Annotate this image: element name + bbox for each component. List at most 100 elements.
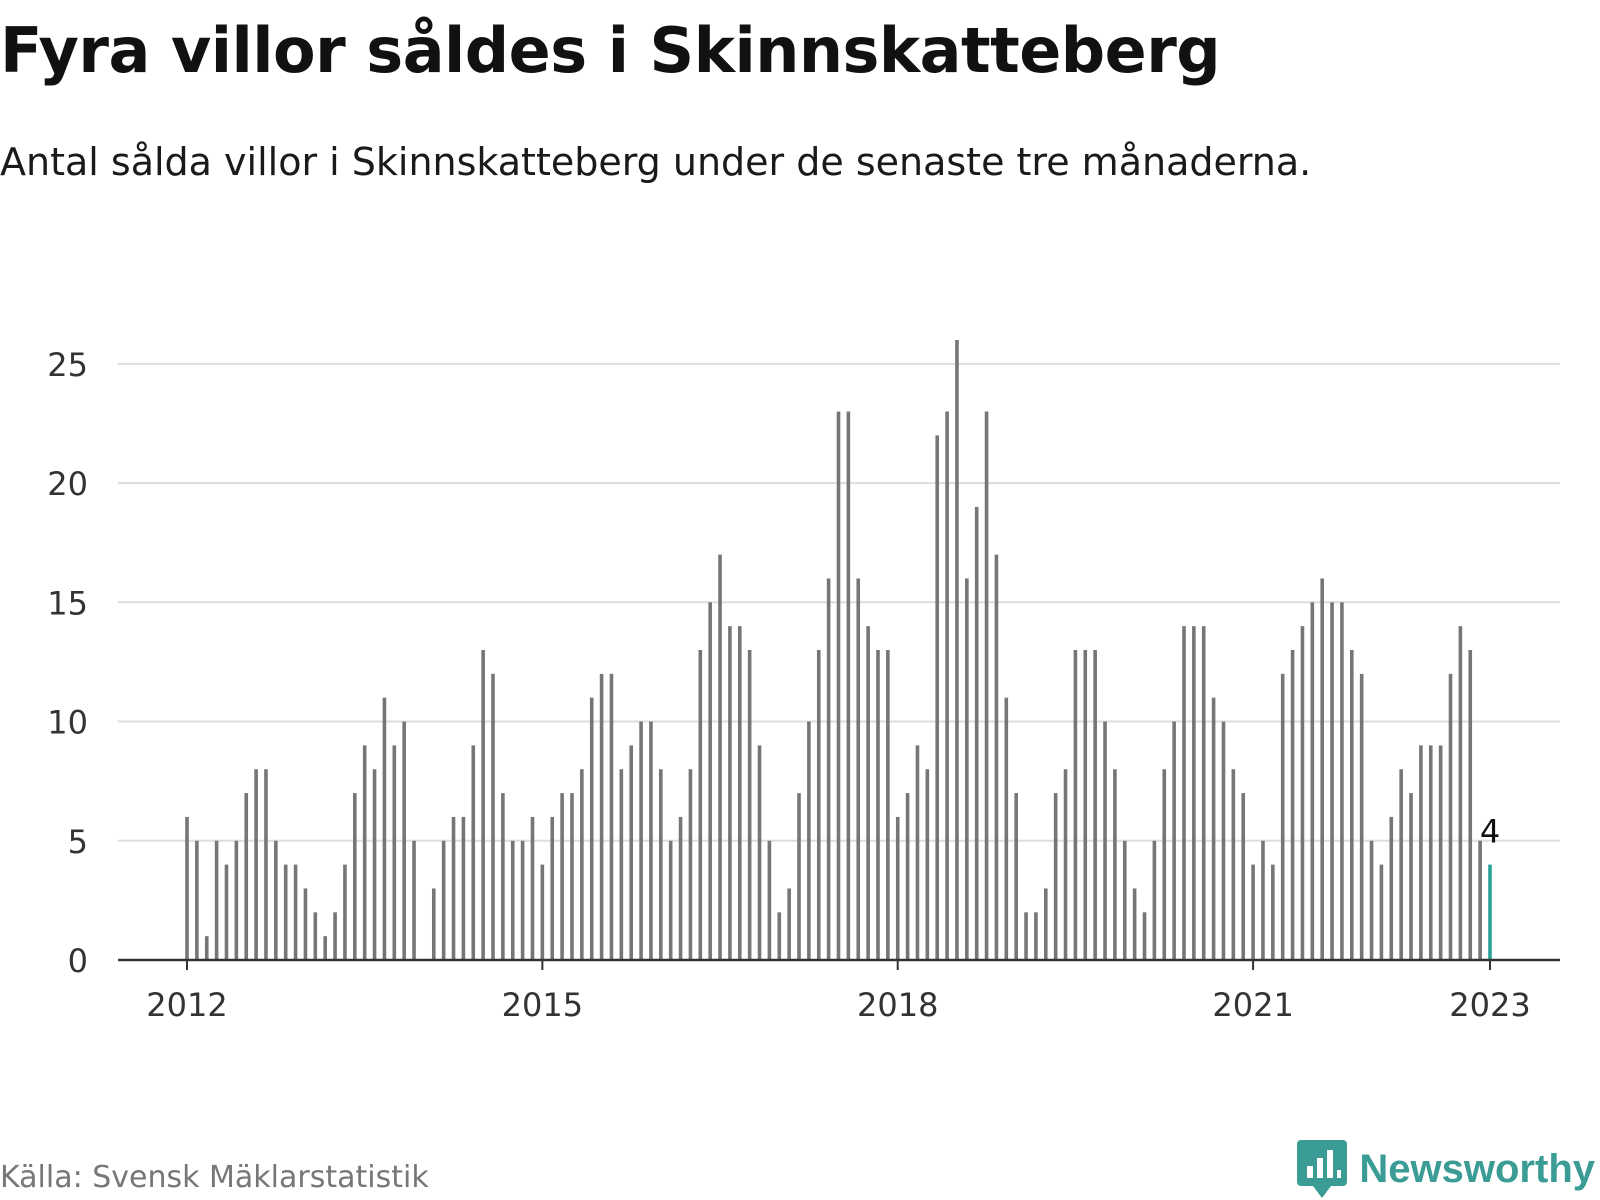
bar — [274, 840, 278, 960]
bar — [1399, 769, 1403, 960]
bar — [1073, 650, 1078, 960]
bar — [688, 769, 693, 960]
bar — [698, 650, 703, 960]
bar — [708, 602, 712, 960]
bar — [1468, 650, 1473, 960]
bar — [1172, 721, 1176, 960]
bar — [303, 888, 308, 960]
bar — [639, 721, 643, 960]
bar — [214, 840, 219, 960]
bar-chart: 0 5 10 15 20 25 2012 2015 2018 2021 2023 4 — [47, 340, 1560, 1024]
bar — [1320, 578, 1324, 960]
bar — [560, 793, 564, 960]
bar — [589, 697, 594, 960]
bar — [1280, 673, 1285, 960]
bar — [1024, 912, 1028, 960]
bar — [1369, 840, 1374, 960]
bar — [935, 435, 940, 960]
bar — [984, 411, 989, 960]
bar — [678, 816, 683, 960]
bar — [1478, 840, 1482, 960]
bar — [1448, 673, 1453, 960]
bar — [1419, 745, 1423, 960]
bar — [895, 816, 900, 960]
bar — [797, 793, 801, 960]
bar — [1063, 769, 1068, 960]
bar — [1428, 745, 1433, 960]
bar — [856, 578, 861, 960]
bar — [1438, 745, 1443, 960]
bar — [510, 840, 515, 960]
bar — [333, 912, 337, 960]
bar — [1053, 793, 1058, 960]
bar — [372, 769, 377, 960]
bar — [540, 864, 545, 960]
bar — [441, 840, 446, 960]
bar — [866, 626, 870, 960]
bar — [283, 864, 288, 960]
chart-subtitle: Antal sålda villor i Skinnskatteberg und… — [0, 140, 1312, 184]
bar — [974, 506, 979, 960]
bar — [619, 769, 624, 960]
bar — [254, 769, 258, 960]
bar — [846, 411, 851, 960]
bar — [323, 936, 327, 960]
bar — [1290, 650, 1295, 960]
bar — [807, 721, 811, 960]
y-tick-label: 0 — [68, 942, 88, 980]
bar — [1162, 769, 1167, 960]
bar — [629, 745, 634, 960]
bar — [382, 697, 387, 960]
bar — [1359, 673, 1364, 960]
bar — [1350, 650, 1354, 960]
bar — [826, 578, 831, 960]
brand-name: Newsworthy — [1359, 1146, 1595, 1191]
chart-title: Fyra villor såldes i Skinnskatteberg — [0, 14, 1221, 87]
bar — [471, 745, 476, 960]
last-value-label: 4 — [1480, 813, 1500, 851]
bar — [787, 888, 791, 960]
bar — [965, 578, 969, 960]
bar — [1034, 912, 1038, 960]
bar — [353, 793, 357, 960]
bar — [402, 721, 406, 960]
bar — [994, 554, 999, 960]
bar — [195, 840, 199, 960]
bar — [1152, 840, 1157, 960]
y-tick-label: 20 — [47, 465, 88, 503]
y-tick-label: 5 — [68, 823, 88, 861]
bar — [836, 411, 841, 960]
bar — [530, 816, 535, 960]
bar — [1458, 626, 1463, 960]
bar — [570, 793, 574, 960]
bar — [412, 840, 416, 960]
bar — [491, 673, 495, 960]
bar — [1201, 626, 1206, 960]
bar — [204, 936, 209, 960]
bar — [1310, 602, 1315, 960]
bar — [185, 816, 189, 960]
bar — [264, 769, 268, 960]
bar — [1221, 721, 1226, 960]
x-tick-label: 2015 — [502, 986, 583, 1024]
bar — [1192, 626, 1196, 960]
bar — [1103, 721, 1107, 960]
bar — [1211, 697, 1216, 960]
bar — [1379, 864, 1384, 960]
bar — [599, 673, 604, 960]
x-tick-label: 2012 — [146, 986, 227, 1024]
bar — [293, 864, 298, 960]
bar — [945, 411, 949, 960]
bar — [580, 769, 584, 960]
bar — [1014, 793, 1018, 960]
bar — [1182, 626, 1186, 960]
bar — [1142, 912, 1147, 960]
brand-logo: Newsworthy — [1297, 1140, 1595, 1198]
bar — [1261, 840, 1265, 960]
bar — [244, 793, 249, 960]
bar — [1241, 793, 1246, 960]
bar — [313, 912, 318, 960]
bar — [668, 840, 673, 960]
bar — [955, 340, 959, 960]
bar — [757, 745, 762, 960]
